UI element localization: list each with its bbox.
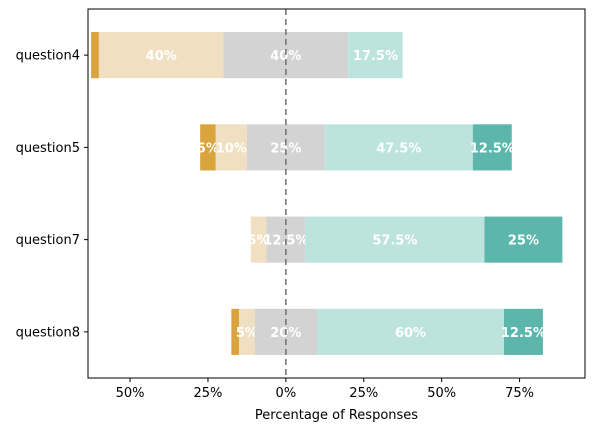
bar-segment-question8-4 bbox=[317, 308, 504, 355]
bar-row-question7: 5%12.5% 57.5% 25% bbox=[248, 216, 563, 263]
bar-segment-question4-2 bbox=[98, 32, 224, 79]
x-tick-label: 25% bbox=[194, 386, 223, 401]
bar-segment-question8-2 bbox=[239, 308, 255, 355]
data-label-question5-2: 10% bbox=[216, 141, 247, 156]
bar-row-question5: 5%10% 25% 47.5% 12.5% bbox=[197, 124, 515, 171]
bar-row-question8: 5% 20% 60% 12.5% bbox=[231, 308, 546, 355]
bar-segment-question5-2 bbox=[215, 124, 247, 171]
data-label-question5-3: 25% bbox=[270, 141, 301, 156]
x-tick-label: 50% bbox=[116, 386, 145, 401]
bar-segment-question4-4 bbox=[348, 32, 403, 79]
data-label-question7-4: 57.5% bbox=[372, 234, 417, 249]
plot-content: 40% 40% 17.5%5%10% 25% 47.5% 12.5%5%12.5% 57.5… bbox=[91, 9, 563, 378]
data-label-question8-2: 5% bbox=[236, 326, 258, 341]
x-tick-label: 0% bbox=[276, 386, 297, 401]
bar-segment-question7-5 bbox=[484, 216, 563, 263]
x-tick-label: 50% bbox=[427, 386, 456, 401]
data-label-question4-2: 40% bbox=[146, 49, 177, 64]
plot-frame bbox=[87, 8, 586, 379]
x-axis: 50% 25% 0% 25% 50% 75% bbox=[116, 378, 534, 401]
bar-segment-question8-5 bbox=[503, 308, 543, 355]
data-label-question5-5: 12.5% bbox=[470, 141, 515, 156]
x-tick-label: 25% bbox=[349, 386, 378, 401]
data-label-question5-4: 47.5% bbox=[376, 141, 421, 156]
x-tick-label: 75% bbox=[505, 386, 534, 401]
y-tick-label-question5: question5 bbox=[16, 141, 80, 156]
bar-segment-question8-1 bbox=[231, 308, 240, 355]
x-axis-label: Percentage of Responses bbox=[255, 408, 418, 423]
bar-segment-question7-2 bbox=[250, 216, 267, 263]
data-label-question8-5: 12.5% bbox=[501, 326, 546, 341]
y-tick-label-question7: question7 bbox=[16, 233, 80, 248]
bar-segment-question4-1 bbox=[91, 32, 99, 79]
data-label-question4-3: 40% bbox=[270, 49, 301, 64]
bar-segment-question5-5 bbox=[472, 124, 512, 171]
data-label-question7-2: 5% bbox=[248, 234, 270, 249]
data-label-question7-5: 25% bbox=[508, 234, 539, 249]
data-label-question5-1: 5% bbox=[197, 141, 219, 156]
y-tick-label-question4: question4 bbox=[16, 49, 80, 64]
data-label-question4-4: 17.5% bbox=[353, 49, 398, 64]
bar-segment-question5-1 bbox=[200, 124, 216, 171]
y-axis: question4 question5 question7 question8 bbox=[16, 49, 88, 340]
bar-row-question4: 40% 40% 17.5% bbox=[91, 32, 403, 79]
bar-segment-question7-4 bbox=[305, 216, 485, 263]
y-tick-label-question8: question8 bbox=[16, 325, 80, 340]
data-label-question8-4: 60% bbox=[395, 326, 426, 341]
bar-segment-question5-4 bbox=[324, 124, 473, 171]
